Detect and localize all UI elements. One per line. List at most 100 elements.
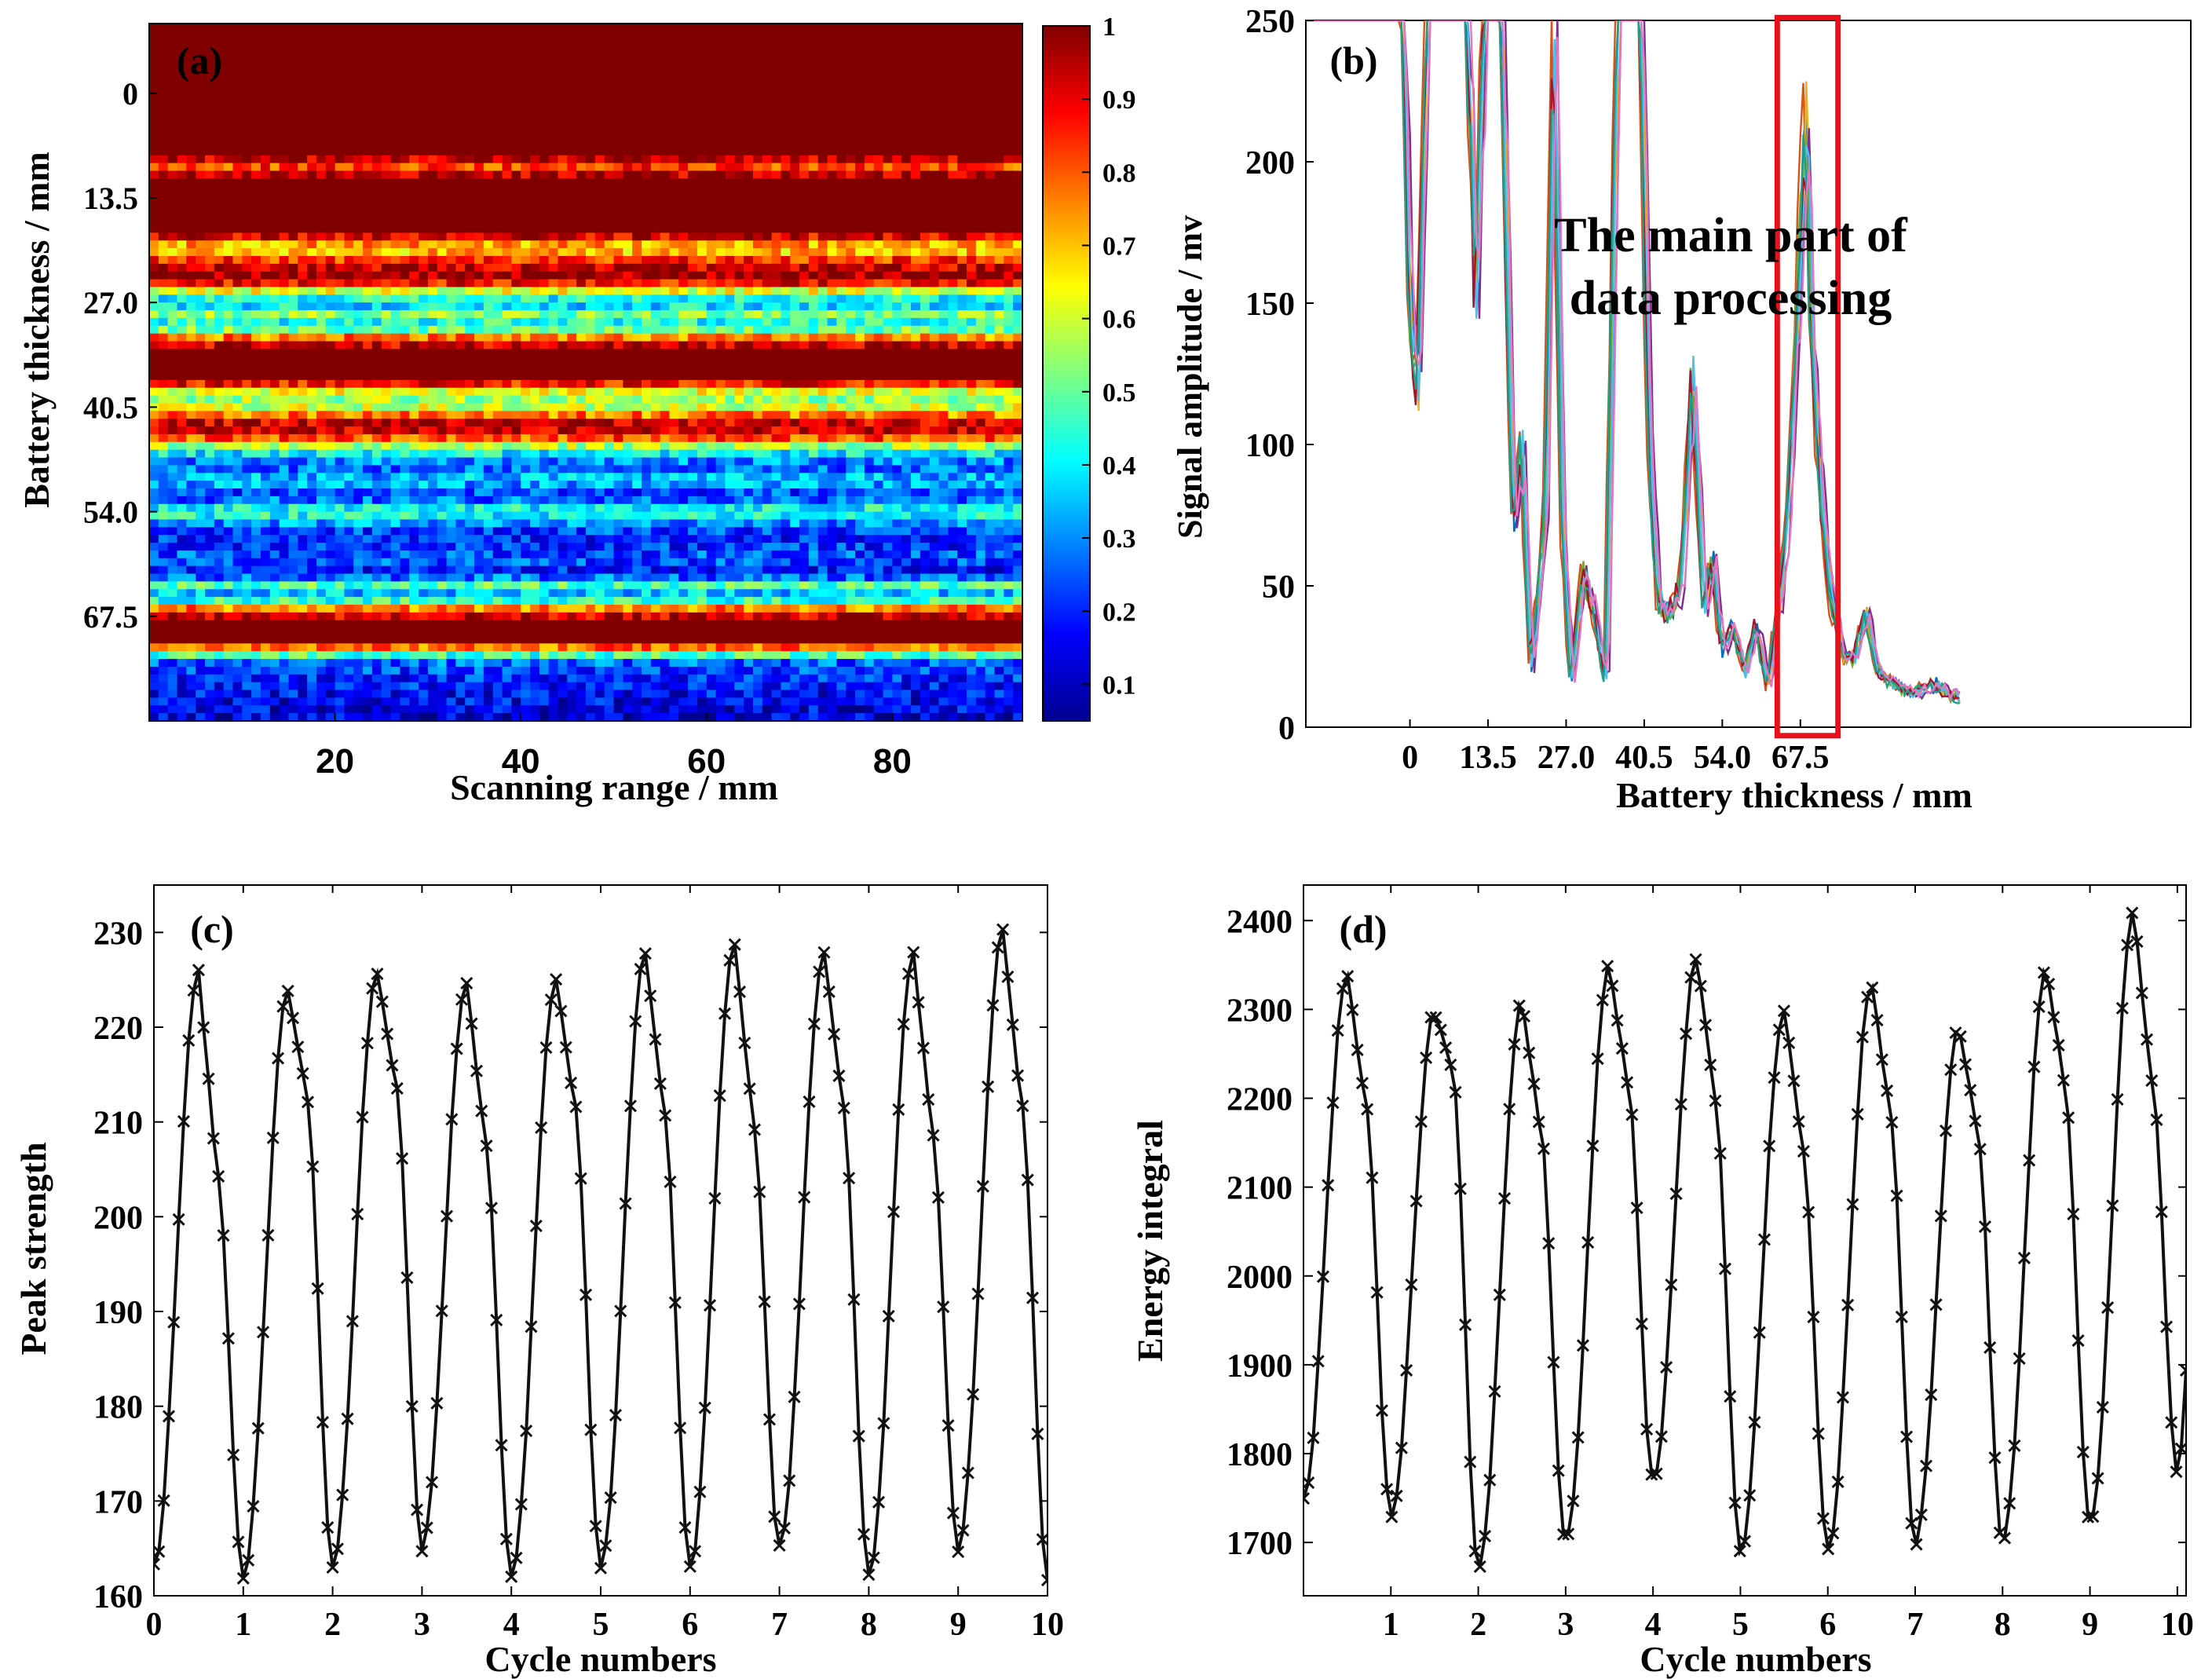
heatmap-cell xyxy=(521,364,531,373)
heatmap-cell xyxy=(390,62,400,71)
heatmap-cell xyxy=(948,411,958,419)
heatmap-cell xyxy=(957,46,967,56)
heatmap-cell xyxy=(474,78,484,86)
heatmap-cell xyxy=(492,411,503,419)
heatmap-cell xyxy=(650,217,661,226)
heatmap-cell xyxy=(911,132,921,141)
heatmap-cell xyxy=(883,379,893,389)
heatmap-cell xyxy=(167,248,178,257)
heatmap-cell xyxy=(744,124,754,133)
heatmap-cell xyxy=(994,201,1004,210)
heatmap-cell xyxy=(260,163,271,172)
heatmap-cell xyxy=(1004,46,1014,56)
heatmap-cell xyxy=(948,38,958,48)
heatmap-cell xyxy=(855,116,865,125)
heatmap-cell xyxy=(214,349,225,357)
heatmap-cell xyxy=(511,387,521,397)
heatmap-cell xyxy=(604,395,615,404)
heatmap-cell xyxy=(232,170,243,179)
heatmap-cell xyxy=(1013,287,1023,295)
heatmap-cell xyxy=(511,170,521,179)
heatmap-cell xyxy=(762,124,773,133)
heatmap-cell xyxy=(799,186,810,195)
heatmap-cell xyxy=(688,395,698,404)
heatmap-cell xyxy=(697,124,707,133)
heatmap-cell xyxy=(688,46,698,56)
heatmap-cell xyxy=(371,325,382,335)
heatmap-cell xyxy=(771,256,782,265)
heatmap-cell xyxy=(975,78,986,86)
heatmap-cell xyxy=(678,325,689,335)
heatmap-cell xyxy=(623,140,633,148)
heatmap-cell xyxy=(316,24,327,32)
heatmap-cell xyxy=(539,403,550,412)
heatmap-cell xyxy=(1013,186,1023,195)
heatmap-cell xyxy=(725,155,735,164)
heatmap-cell xyxy=(446,426,456,435)
heatmap-cell xyxy=(539,217,550,226)
heatmap-cell xyxy=(678,302,689,311)
heatmap-cell xyxy=(567,225,577,233)
heatmap-cell xyxy=(1004,357,1014,365)
heatmap-cell xyxy=(483,108,494,117)
heatmap-cell xyxy=(678,333,689,342)
heatmap-cell xyxy=(186,38,196,48)
heatmap-cell xyxy=(483,78,494,86)
heatmap-cell xyxy=(883,310,893,319)
heatmap-cell xyxy=(558,240,568,249)
heatmap-cell xyxy=(335,85,346,94)
heatmap-cell xyxy=(808,294,819,303)
heatmap-cell xyxy=(734,248,744,257)
heatmap-cell xyxy=(353,317,364,327)
heatmap-cell xyxy=(752,256,763,265)
heatmap-cell xyxy=(855,147,865,156)
heatmap-cell xyxy=(232,31,243,40)
heatmap-cell xyxy=(985,341,996,349)
heatmap-cell xyxy=(400,349,410,357)
heatmap-cell xyxy=(576,395,587,404)
heatmap-cell xyxy=(539,364,550,373)
heatmap-cell xyxy=(938,46,949,56)
heatmap-cell xyxy=(492,54,503,63)
heatmap-cell xyxy=(446,54,456,63)
heatmap-cell xyxy=(688,248,698,257)
heatmap-cell xyxy=(957,24,967,32)
heatmap-cell xyxy=(650,372,661,381)
heatmap-cell xyxy=(474,349,484,357)
heatmap-cell xyxy=(660,387,671,397)
heatmap-cell xyxy=(892,287,902,295)
heatmap-cell xyxy=(381,379,392,389)
heatmap-cell xyxy=(251,419,261,427)
heatmap-cell xyxy=(985,256,996,265)
heatmap-cell xyxy=(967,140,977,148)
heatmap-cell xyxy=(752,364,763,373)
heatmap-cell xyxy=(344,70,354,79)
heatmap-cell xyxy=(427,349,438,357)
heatmap-cell xyxy=(650,287,661,295)
heatmap-cell xyxy=(688,333,698,342)
heatmap-cell xyxy=(381,325,392,335)
heatmap-cell xyxy=(344,78,354,86)
heatmap-cell xyxy=(604,62,615,71)
heatmap-cell xyxy=(325,256,336,265)
heatmap-cell xyxy=(781,147,791,156)
heatmap-cell xyxy=(242,225,252,233)
heatmap-cell xyxy=(204,54,215,63)
heatmap-cell xyxy=(419,38,429,48)
heatmap-cell xyxy=(734,24,744,32)
heatmap-cell xyxy=(734,93,744,102)
heatmap-cell xyxy=(744,147,754,156)
heatmap-cell xyxy=(371,333,382,342)
heatmap-cell xyxy=(901,271,912,280)
heatmap-cell xyxy=(1004,364,1014,373)
heatmap-cell xyxy=(149,248,159,257)
heatmap-cell xyxy=(530,186,540,195)
heatmap-cell xyxy=(864,101,875,110)
heatmap-cell xyxy=(586,426,596,435)
heatmap-cell xyxy=(715,240,726,249)
heatmap-cell xyxy=(1013,31,1023,40)
heatmap-cell xyxy=(196,170,206,179)
heatmap-cell xyxy=(511,217,521,226)
heatmap-cell xyxy=(957,349,967,357)
heatmap-cell xyxy=(381,387,392,397)
